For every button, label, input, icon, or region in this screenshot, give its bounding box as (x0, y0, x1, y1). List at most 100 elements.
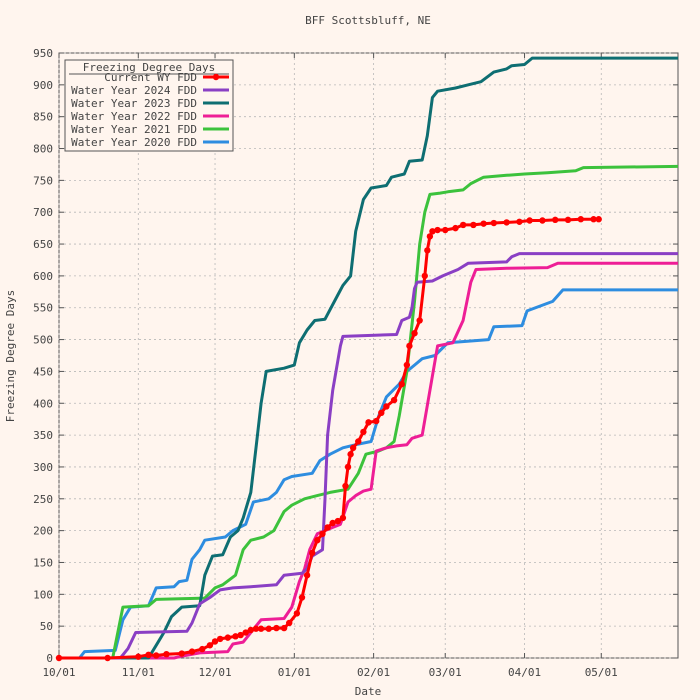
data-point-marker (339, 514, 347, 522)
data-point-marker (526, 217, 533, 224)
x-axis-ticks: 10/01 11/01 12/01 01/01 02/01 03/01 04/01 05/01 (42, 53, 618, 679)
data-point-marker (406, 342, 413, 350)
y-tick-label: 0 (46, 652, 53, 665)
y-tick-label: 150 (33, 556, 53, 569)
data-point-marker (429, 228, 436, 235)
legend-entry-label: Water Year 2023 FDD (71, 97, 197, 110)
legend-entry-marker (212, 73, 220, 81)
plot-area (58, 52, 679, 659)
legend-title: Freezing Degree Days (83, 61, 215, 74)
x-tick-label: 03/01 (429, 666, 462, 679)
data-point-marker (452, 224, 459, 232)
y-tick-label: 400 (33, 397, 53, 410)
data-point-marker (342, 482, 349, 490)
data-point-marker (355, 438, 362, 445)
data-point-marker (252, 625, 260, 632)
x-tick-label: 02/01 (357, 666, 390, 679)
data-point-marker (211, 638, 219, 645)
data-point-marker (199, 645, 206, 653)
data-point-marker (552, 216, 559, 224)
data-point-marker (344, 463, 352, 471)
chart-title: BFF Scottsbluff, NE (305, 14, 431, 27)
y-axis-label: Freezing Degree Days (4, 290, 17, 422)
y-tick-label: 450 (33, 365, 53, 378)
x-tick-label: 12/01 (198, 666, 231, 679)
data-point-marker (178, 650, 185, 657)
data-point-marker (247, 626, 255, 634)
x-tick-label: 04/01 (508, 666, 541, 679)
data-point-marker (403, 361, 411, 369)
data-point-marker (595, 216, 602, 223)
grid (58, 52, 678, 659)
data-point-marker (383, 403, 390, 410)
data-point-marker (516, 218, 523, 225)
data-point-marker (163, 650, 170, 658)
x-tick-label: 05/01 (585, 666, 618, 679)
data-point-marker (426, 233, 434, 240)
data-point-marker (411, 330, 418, 337)
data-point-marker (265, 625, 272, 632)
data-point-marker (424, 247, 431, 254)
data-point-marker (442, 226, 449, 234)
data-point-marker (329, 519, 336, 527)
data-point-marker (286, 619, 293, 627)
data-point-marker (104, 654, 111, 662)
data-point-marker (539, 217, 546, 224)
y-tick-label: 350 (33, 429, 53, 442)
data-point-marker (421, 272, 428, 280)
data-point-marker (206, 642, 214, 649)
data-point-marker (470, 221, 477, 229)
data-point-marker (188, 648, 196, 655)
y-tick-label: 250 (33, 493, 53, 506)
data-point-marker (309, 549, 316, 557)
data-point-marker (242, 629, 249, 636)
data-point-marker (237, 631, 244, 639)
legend-entry-label: Water Year 2022 FDD (71, 110, 197, 123)
y-tick-label: 850 (33, 111, 53, 124)
legend-entry-label: Current WY FDD (104, 71, 197, 84)
data-point-marker (324, 524, 331, 531)
legend: Freezing Degree Days Current WY FDDWater… (64, 59, 234, 152)
data-point-marker (365, 419, 372, 426)
data-point-marker (232, 633, 239, 640)
y-tick-label: 550 (33, 302, 53, 315)
data-point-marker (273, 624, 280, 632)
y-tick-label: 50 (40, 620, 53, 633)
data-point-marker (503, 219, 510, 226)
y-tick-label: 950 (33, 47, 53, 60)
data-point-marker (293, 610, 301, 617)
data-point-marker (398, 380, 405, 388)
y-tick-label: 500 (33, 334, 53, 347)
legend-box (64, 59, 234, 152)
data-point-marker (372, 417, 380, 425)
data-point-marker (360, 428, 367, 436)
data-point-marker (145, 651, 152, 659)
data-point-marker (480, 220, 487, 227)
data-point-marker (257, 625, 265, 632)
series-line-water-year-2021-fdd (59, 164, 679, 660)
data-point-marker (590, 216, 597, 223)
y-tick-label: 300 (33, 461, 53, 474)
data-point-marker (216, 635, 224, 643)
data-point-marker (303, 572, 311, 579)
data-point-marker (459, 221, 467, 229)
data-point-marker (152, 652, 160, 659)
data-point-marker (390, 396, 398, 404)
y-tick-label: 750 (33, 174, 53, 187)
x-tick-label: 01/01 (278, 666, 311, 679)
data-point-marker (347, 451, 354, 458)
data-point-marker (319, 530, 326, 538)
data-point-marker (298, 594, 306, 601)
data-point-marker (314, 536, 321, 544)
data-point-marker (349, 444, 357, 452)
data-point-marker (334, 517, 342, 525)
y-tick-label: 200 (33, 525, 53, 538)
y-axis-ticks: 0 50 100 150 200 250 300 350 400 450 500 550 600 650 7… (33, 47, 678, 665)
data-point-marker (280, 624, 288, 632)
legend-entry-label: Water Year 2020 FDD (71, 136, 197, 149)
data-point-marker (490, 219, 498, 227)
data-point-marker (55, 654, 63, 662)
data-point-marker (378, 409, 385, 417)
